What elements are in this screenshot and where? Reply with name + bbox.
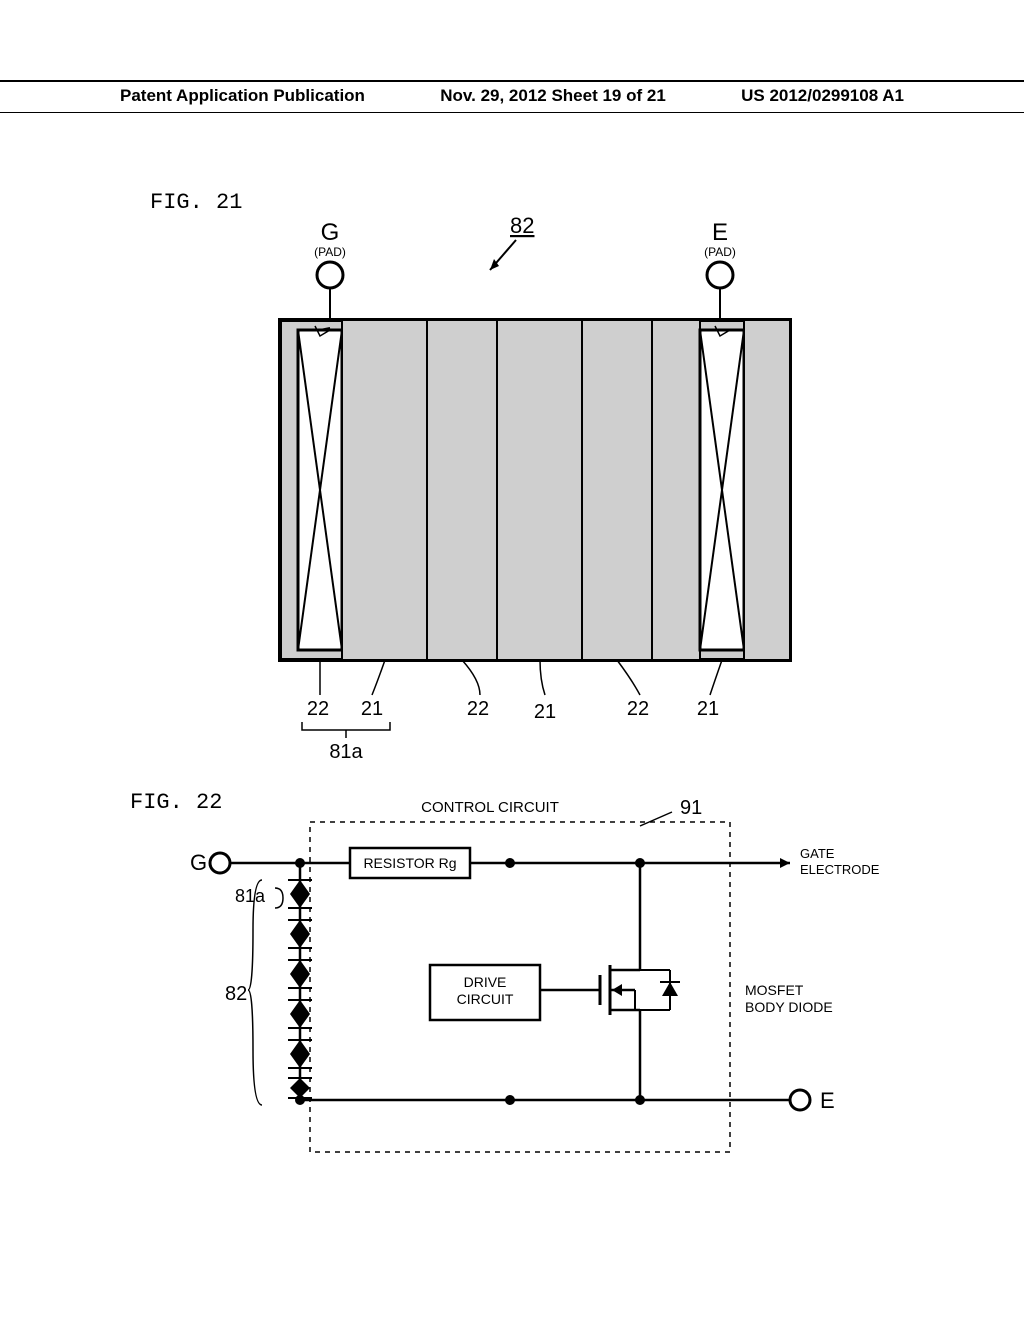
brace-82 — [248, 880, 262, 1105]
callout-line-3 — [462, 660, 480, 695]
header-rule — [0, 112, 1024, 113]
header-center: Nov. 29, 2012 Sheet 19 of 21 — [440, 86, 666, 106]
callout-5: 22 — [627, 698, 649, 720]
gate-arrowhead — [780, 858, 790, 868]
g-pad-circle — [317, 262, 343, 288]
e-pad-label: E — [712, 219, 728, 246]
g-pad-label: G — [321, 219, 340, 246]
e-pad-sub: (PAD) — [704, 245, 736, 259]
main-block — [280, 320, 790, 660]
ref-82: 82 — [225, 983, 247, 1005]
resistor-label: RESISTOR Rg — [363, 855, 456, 871]
control-circuit-label: CONTROL CIRCUIT — [421, 799, 559, 816]
drive-label-2: CIRCUIT — [457, 991, 514, 1007]
callout-line-6 — [710, 660, 722, 695]
stripe-21-2 — [497, 320, 582, 660]
g-pad-sub: (PAD) — [314, 245, 346, 259]
fig21-container: 82 G (PAD) E (PAD) — [0, 210, 1024, 775]
fig22-refnum: 91 — [680, 797, 702, 819]
mosfet-label-1: MOSFET — [745, 982, 804, 998]
stripe-22-2 — [427, 320, 497, 660]
page: Patent Application Publication Nov. 29, … — [0, 0, 1024, 1320]
bracket-81a — [302, 722, 390, 730]
g-terminal-circle — [210, 853, 230, 873]
g-terminal-label: G — [190, 850, 207, 875]
gate-electrode-label-2: ELECTRODE — [800, 862, 880, 877]
stripe-22-3 — [582, 320, 652, 660]
ref91-line — [640, 812, 672, 826]
header-left: Patent Application Publication — [120, 86, 365, 106]
fig21-refnum: 82 — [510, 213, 534, 238]
fig21-svg: 82 G (PAD) E (PAD) — [0, 210, 1024, 770]
e-terminal-circle — [790, 1090, 810, 1110]
fig22-svg: CONTROL CIRCUIT 91 G RESISTOR Rg GATE EL… — [0, 790, 1024, 1210]
mosfet-label-2: BODY DIODE — [745, 999, 833, 1015]
header-right: US 2012/0299108 A1 — [741, 86, 904, 106]
e-terminal-label: E — [820, 1088, 835, 1113]
callout-2: 21 — [361, 698, 383, 720]
drive-label-1: DRIVE — [464, 974, 507, 990]
fig22-container: CONTROL CIRCUIT 91 G RESISTOR Rg GATE EL… — [0, 790, 1024, 1215]
stripe-21-1 — [342, 320, 427, 660]
e-node-left — [295, 1095, 305, 1105]
callout-3: 22 — [467, 698, 489, 720]
ref-81a: 81a — [235, 886, 266, 906]
e-node-mosfet — [635, 1095, 645, 1105]
page-header: Patent Application Publication Nov. 29, … — [0, 80, 1024, 113]
stripe-21-3a — [652, 320, 700, 660]
mosfet — [600, 863, 680, 1100]
callout-line-4 — [540, 660, 545, 695]
callout-4: 21 — [534, 701, 556, 723]
gate-electrode-label-1: GATE — [800, 846, 835, 861]
callout-1: 22 — [307, 698, 329, 720]
callout-line-5 — [617, 660, 640, 695]
callout-line-2 — [372, 660, 385, 695]
callout-6: 21 — [697, 698, 719, 720]
stripe-21-3b — [744, 320, 790, 660]
brace-81a — [275, 888, 283, 908]
e-pad-circle — [707, 262, 733, 288]
header-row: Patent Application Publication Nov. 29, … — [0, 86, 1024, 106]
bracket-81a-label: 81a — [329, 741, 363, 763]
